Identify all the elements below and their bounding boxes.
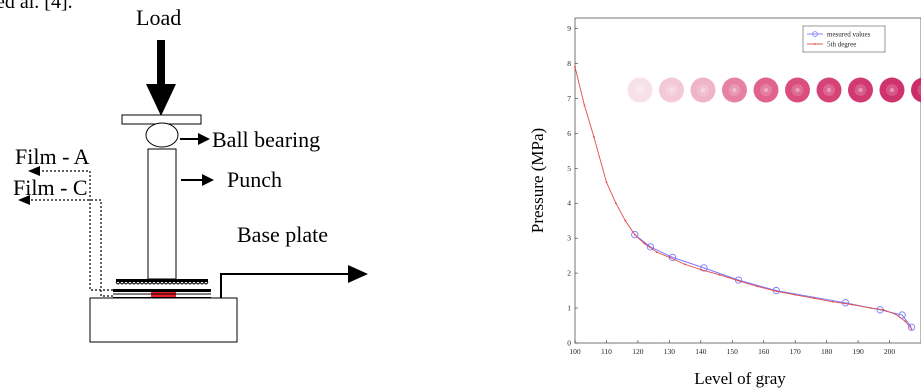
legend-box	[802, 25, 886, 53]
measured-point	[700, 264, 708, 272]
pressure-swatch	[848, 77, 873, 103]
fit-point	[756, 285, 759, 288]
pressure-swatch	[785, 77, 810, 103]
y-tick-label: 9	[567, 24, 571, 33]
fit-point	[894, 313, 897, 316]
fit-point	[684, 263, 686, 266]
pressure-swatch	[690, 77, 716, 103]
ball-bearing	[145, 122, 179, 148]
y-tick-label: 1	[567, 304, 571, 313]
fit-point	[643, 242, 646, 245]
fit-point	[624, 219, 627, 222]
x-axis-label: Level of gray	[694, 369, 786, 388]
fit-point	[775, 290, 778, 293]
pressure-swatch	[627, 77, 653, 103]
load-label: Load	[136, 5, 182, 30]
base-plate-arrow	[220, 265, 368, 298]
fit-point	[592, 135, 595, 138]
fit-point	[904, 320, 907, 323]
fit-point	[699, 268, 702, 271]
film-c-label: Film - C	[13, 175, 88, 200]
punch-base	[115, 279, 209, 285]
y-tick-label: 5	[567, 164, 571, 173]
measured-point	[898, 311, 906, 319]
fit-point	[869, 307, 872, 309]
fit-point	[737, 279, 740, 282]
fit-point	[850, 303, 853, 306]
x-tick-label: 150	[727, 347, 739, 356]
fit-point	[794, 293, 797, 296]
x-tick-label: 180	[821, 347, 833, 356]
fit-point	[614, 202, 617, 205]
legend-marker	[814, 43, 816, 45]
fit-point	[882, 308, 885, 311]
y-tick-label: 0	[567, 339, 571, 348]
y-tick-label: 3	[567, 234, 571, 243]
x-tick-label: 160	[758, 347, 770, 356]
fit-point	[633, 233, 636, 236]
header-fragment: ed al. [4].	[0, 0, 73, 13]
pressure-swatch	[816, 77, 842, 103]
base-block	[89, 297, 238, 343]
pressure-swatch	[722, 77, 747, 103]
measured-point	[907, 323, 916, 331]
fit-point	[655, 251, 658, 254]
punch-label: Punch	[227, 167, 282, 192]
pressure-swatch	[879, 77, 905, 103]
fit-point	[910, 328, 913, 330]
fit-point	[668, 256, 671, 259]
fit-point	[583, 104, 586, 107]
punch-body	[147, 148, 177, 280]
y-tick-label: 4	[567, 199, 571, 208]
film-top-layer	[113, 289, 211, 292]
legend-label: mesured values	[827, 31, 871, 39]
x-tick-label: 190	[852, 347, 864, 356]
y-axis-label: Pressure (MPa)	[528, 128, 547, 233]
ball-bearing-label: Ball bearing	[212, 127, 321, 152]
plot-area	[574, 17, 921, 344]
fit-point	[574, 66, 576, 68]
pressure-swatch	[659, 77, 684, 103]
ball-bearing-arrow	[180, 133, 210, 145]
film-c-lead	[18, 195, 113, 297]
fit-point	[605, 181, 608, 184]
pressure-swatch	[753, 77, 779, 103]
x-tick-label: 170	[790, 347, 802, 356]
legend-marker	[812, 31, 818, 37]
y-tick-label: 6	[567, 129, 571, 138]
x-tick-label: 200	[884, 347, 896, 356]
load-arrow	[146, 40, 176, 116]
x-tick-label: 110	[601, 347, 612, 356]
fit-point	[718, 273, 721, 276]
y-tick-label: 7	[567, 94, 571, 103]
legend-label: 5th degree	[827, 41, 856, 49]
x-tick-label: 120	[632, 347, 644, 356]
film-a-lead	[28, 166, 113, 291]
punch-arrow	[181, 174, 214, 186]
apparatus-diagram	[18, 40, 368, 343]
film-a-label: Film - A	[15, 144, 90, 169]
x-tick-label: 140	[695, 347, 707, 356]
y-tick-label: 2	[567, 269, 571, 278]
y-tick-label: 8	[567, 59, 571, 68]
fit-point	[813, 297, 815, 300]
x-tick-label: 100	[569, 347, 581, 356]
measured-point	[631, 231, 639, 239]
base-plate-label: Base plate	[237, 222, 329, 247]
x-tick-label: 130	[664, 347, 676, 356]
fit-point	[832, 300, 834, 303]
pressure-swatch	[911, 77, 921, 103]
measured-point	[646, 243, 655, 251]
